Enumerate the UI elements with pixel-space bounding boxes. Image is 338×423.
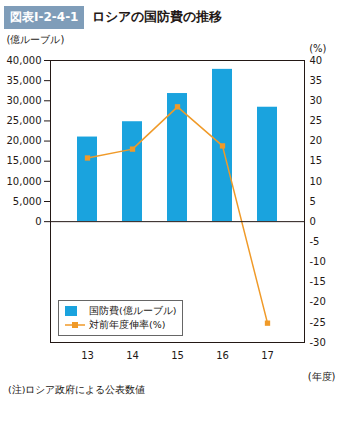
- svg-text:10: 10: [310, 176, 323, 187]
- html-text:国防費(億ルーブル): 国防費(億ルーブル): [89, 305, 177, 316]
- svg-text:14: 14: [126, 350, 139, 361]
- svg-text:(億ルーブル): (億ルーブル): [7, 34, 65, 45]
- svg-text:40: 40: [310, 55, 323, 66]
- svg-text:5,000: 5,000: [13, 196, 42, 207]
- svg-text:-20: -20: [310, 296, 326, 307]
- html-text:ロシアの国防費の推移: ロシアの国防費の推移: [92, 9, 223, 24]
- svg-text:25: 25: [310, 115, 323, 126]
- svg-text:-30: -30: [310, 337, 326, 348]
- svg-text:35: 35: [310, 75, 323, 86]
- svg-text:(年度): (年度): [308, 371, 336, 382]
- svg-text:20: 20: [310, 135, 323, 146]
- html-text:図表Ⅰ-2-4-1: 図表Ⅰ-2-4-1: [10, 9, 79, 24]
- svg-text:13: 13: [81, 350, 94, 361]
- svg-text:0: 0: [35, 216, 41, 227]
- svg-text:17: 17: [261, 350, 274, 361]
- svg-text:15: 15: [171, 350, 184, 361]
- svg-text:30,000: 30,000: [7, 95, 42, 106]
- svg-text:(%): (%): [309, 43, 326, 54]
- html-text:対前年度伸率(%): 対前年度伸率(%): [89, 319, 166, 330]
- svg-text:0: 0: [310, 216, 316, 227]
- svg-text:10,000: 10,000: [7, 176, 42, 187]
- svg-text:20,000: 20,000: [7, 135, 42, 146]
- svg-text:25,000: 25,000: [7, 115, 42, 126]
- svg-text:40,000: 40,000: [7, 55, 42, 66]
- svg-text:-5: -5: [310, 236, 320, 247]
- svg-text:16: 16: [216, 350, 229, 361]
- html-text:(注)ロシア政府による公表数値: (注)ロシア政府による公表数値: [8, 384, 146, 395]
- svg-text:30: 30: [310, 95, 323, 106]
- svg-text:-25: -25: [310, 317, 326, 328]
- svg-text:5: 5: [310, 196, 316, 207]
- svg-text:-15: -15: [310, 276, 326, 287]
- svg-text:15,000: 15,000: [7, 155, 42, 166]
- svg-text:15: 15: [310, 155, 323, 166]
- svg-text:-10: -10: [310, 256, 326, 267]
- svg-text:35,000: 35,000: [7, 75, 42, 86]
